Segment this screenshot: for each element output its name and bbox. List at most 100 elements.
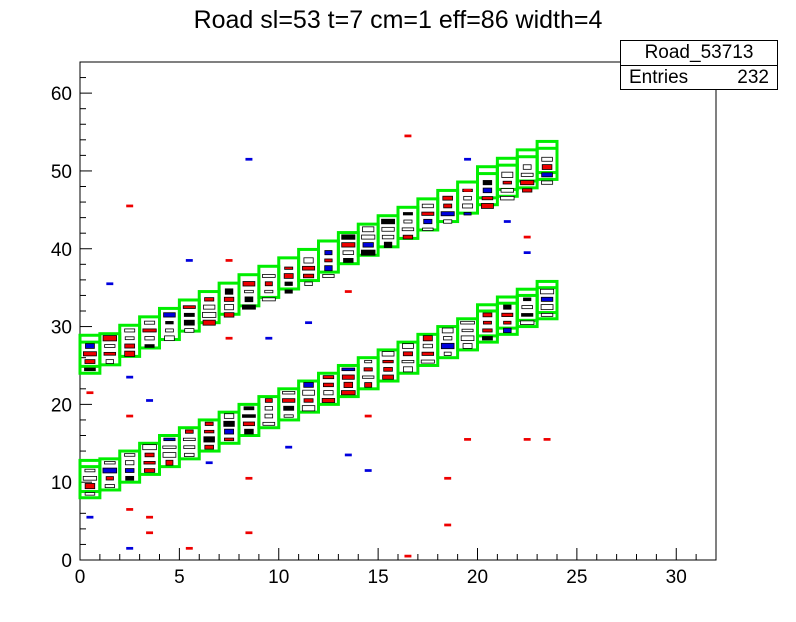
hit-cell [224,428,235,435]
hit-cell [381,218,396,225]
hit-cell [262,421,276,426]
stray-hit [364,414,372,418]
hit-cell [264,289,274,294]
hit-cell [84,492,96,496]
stray-hit [245,531,253,535]
hit-cell [364,359,373,364]
hit-cell [84,483,96,490]
hit-cell [162,452,177,458]
y-tick-label: 30 [51,318,72,339]
y-tick-label: 10 [51,473,72,494]
hit-cell [142,444,157,451]
hit-cell [540,296,554,302]
hit-cell [520,180,535,186]
hit-cell [164,335,175,341]
hit-cell [104,344,116,348]
hit-cell [124,343,136,349]
hit-cell [500,196,515,201]
hit-cell [421,203,434,209]
y-tick-label: 40 [51,240,72,261]
stray-hit [464,189,472,192]
hit-cell [124,328,136,333]
hit-cell [382,359,394,364]
hit-cell [264,281,273,287]
stray-hit [106,282,114,286]
stray-hit [126,204,134,208]
stats-entries-value: 232 [737,67,769,88]
stray-hit [523,251,531,255]
stray-hit [146,399,154,402]
stats-box: Road_53713 Entries 232 [620,40,778,90]
hit-cell [341,367,356,372]
hit-cell [223,420,235,427]
hit-cell [105,476,114,481]
hit-cell [125,475,135,481]
hit-cell [283,273,294,279]
hit-cell [501,171,514,178]
stray-hit [86,391,94,395]
hit-cell [124,336,135,341]
hit-cell [522,164,532,170]
hit-cell [402,234,414,240]
stray-hit [344,290,352,293]
hit-cell [482,180,493,186]
road-box [535,279,559,315]
hit-cell [303,257,314,264]
hit-cell [382,374,394,380]
hit-cell [501,312,514,317]
hit-cell [521,305,533,310]
stray-hit [86,515,94,519]
stray-hit [404,134,412,138]
hit-cell [144,336,155,341]
hit-cell [82,476,98,481]
hit-cell [203,436,215,443]
plot-frame [79,61,717,561]
stray-hit [185,259,193,262]
hit-cell [284,281,293,286]
hit-cell [264,413,274,419]
x-tick-label: 25 [566,567,587,588]
hit-cell [104,484,115,489]
hit-cell [343,381,354,388]
hit-cell [519,320,535,325]
hit-cell [165,459,174,466]
hit-cell [362,375,375,379]
stray-hit [265,336,273,340]
hit-cell [341,234,356,240]
hit-cell [422,227,434,231]
hit-cell [224,288,234,295]
hit-cell [244,428,254,435]
hit-cell [322,375,335,380]
hit-cell [360,249,376,256]
hit-cell [322,274,335,278]
stray-hit [444,476,452,480]
hit-cell [224,437,235,442]
hit-cell [462,203,474,209]
hit-cell [523,297,532,302]
hit-cell [540,304,554,311]
hit-cell [124,453,136,457]
hit-cell [401,227,415,232]
hit-cell [244,289,254,294]
hit-cell [401,359,415,364]
hit-cell [105,359,114,364]
hit-cell [403,219,413,224]
hit-cell [203,304,216,310]
hit-cell [460,320,475,325]
hit-cell [102,335,117,342]
hit-cell [183,312,195,317]
stats-entries-label: Entries [629,67,689,88]
stats-entries-row: Entries 232 [621,66,777,90]
hit-cell [144,344,155,348]
hit-cell [264,406,273,411]
hit-cell [420,359,435,364]
hit-cell [223,296,235,302]
stray-hit [126,508,134,511]
hit-cell [520,172,534,177]
hit-cell [182,437,196,441]
y-tick-label: 50 [51,162,72,183]
hit-cell [303,382,314,388]
hit-cell [261,297,276,302]
x-tick-label: 5 [174,567,185,588]
hit-cell [503,327,512,334]
